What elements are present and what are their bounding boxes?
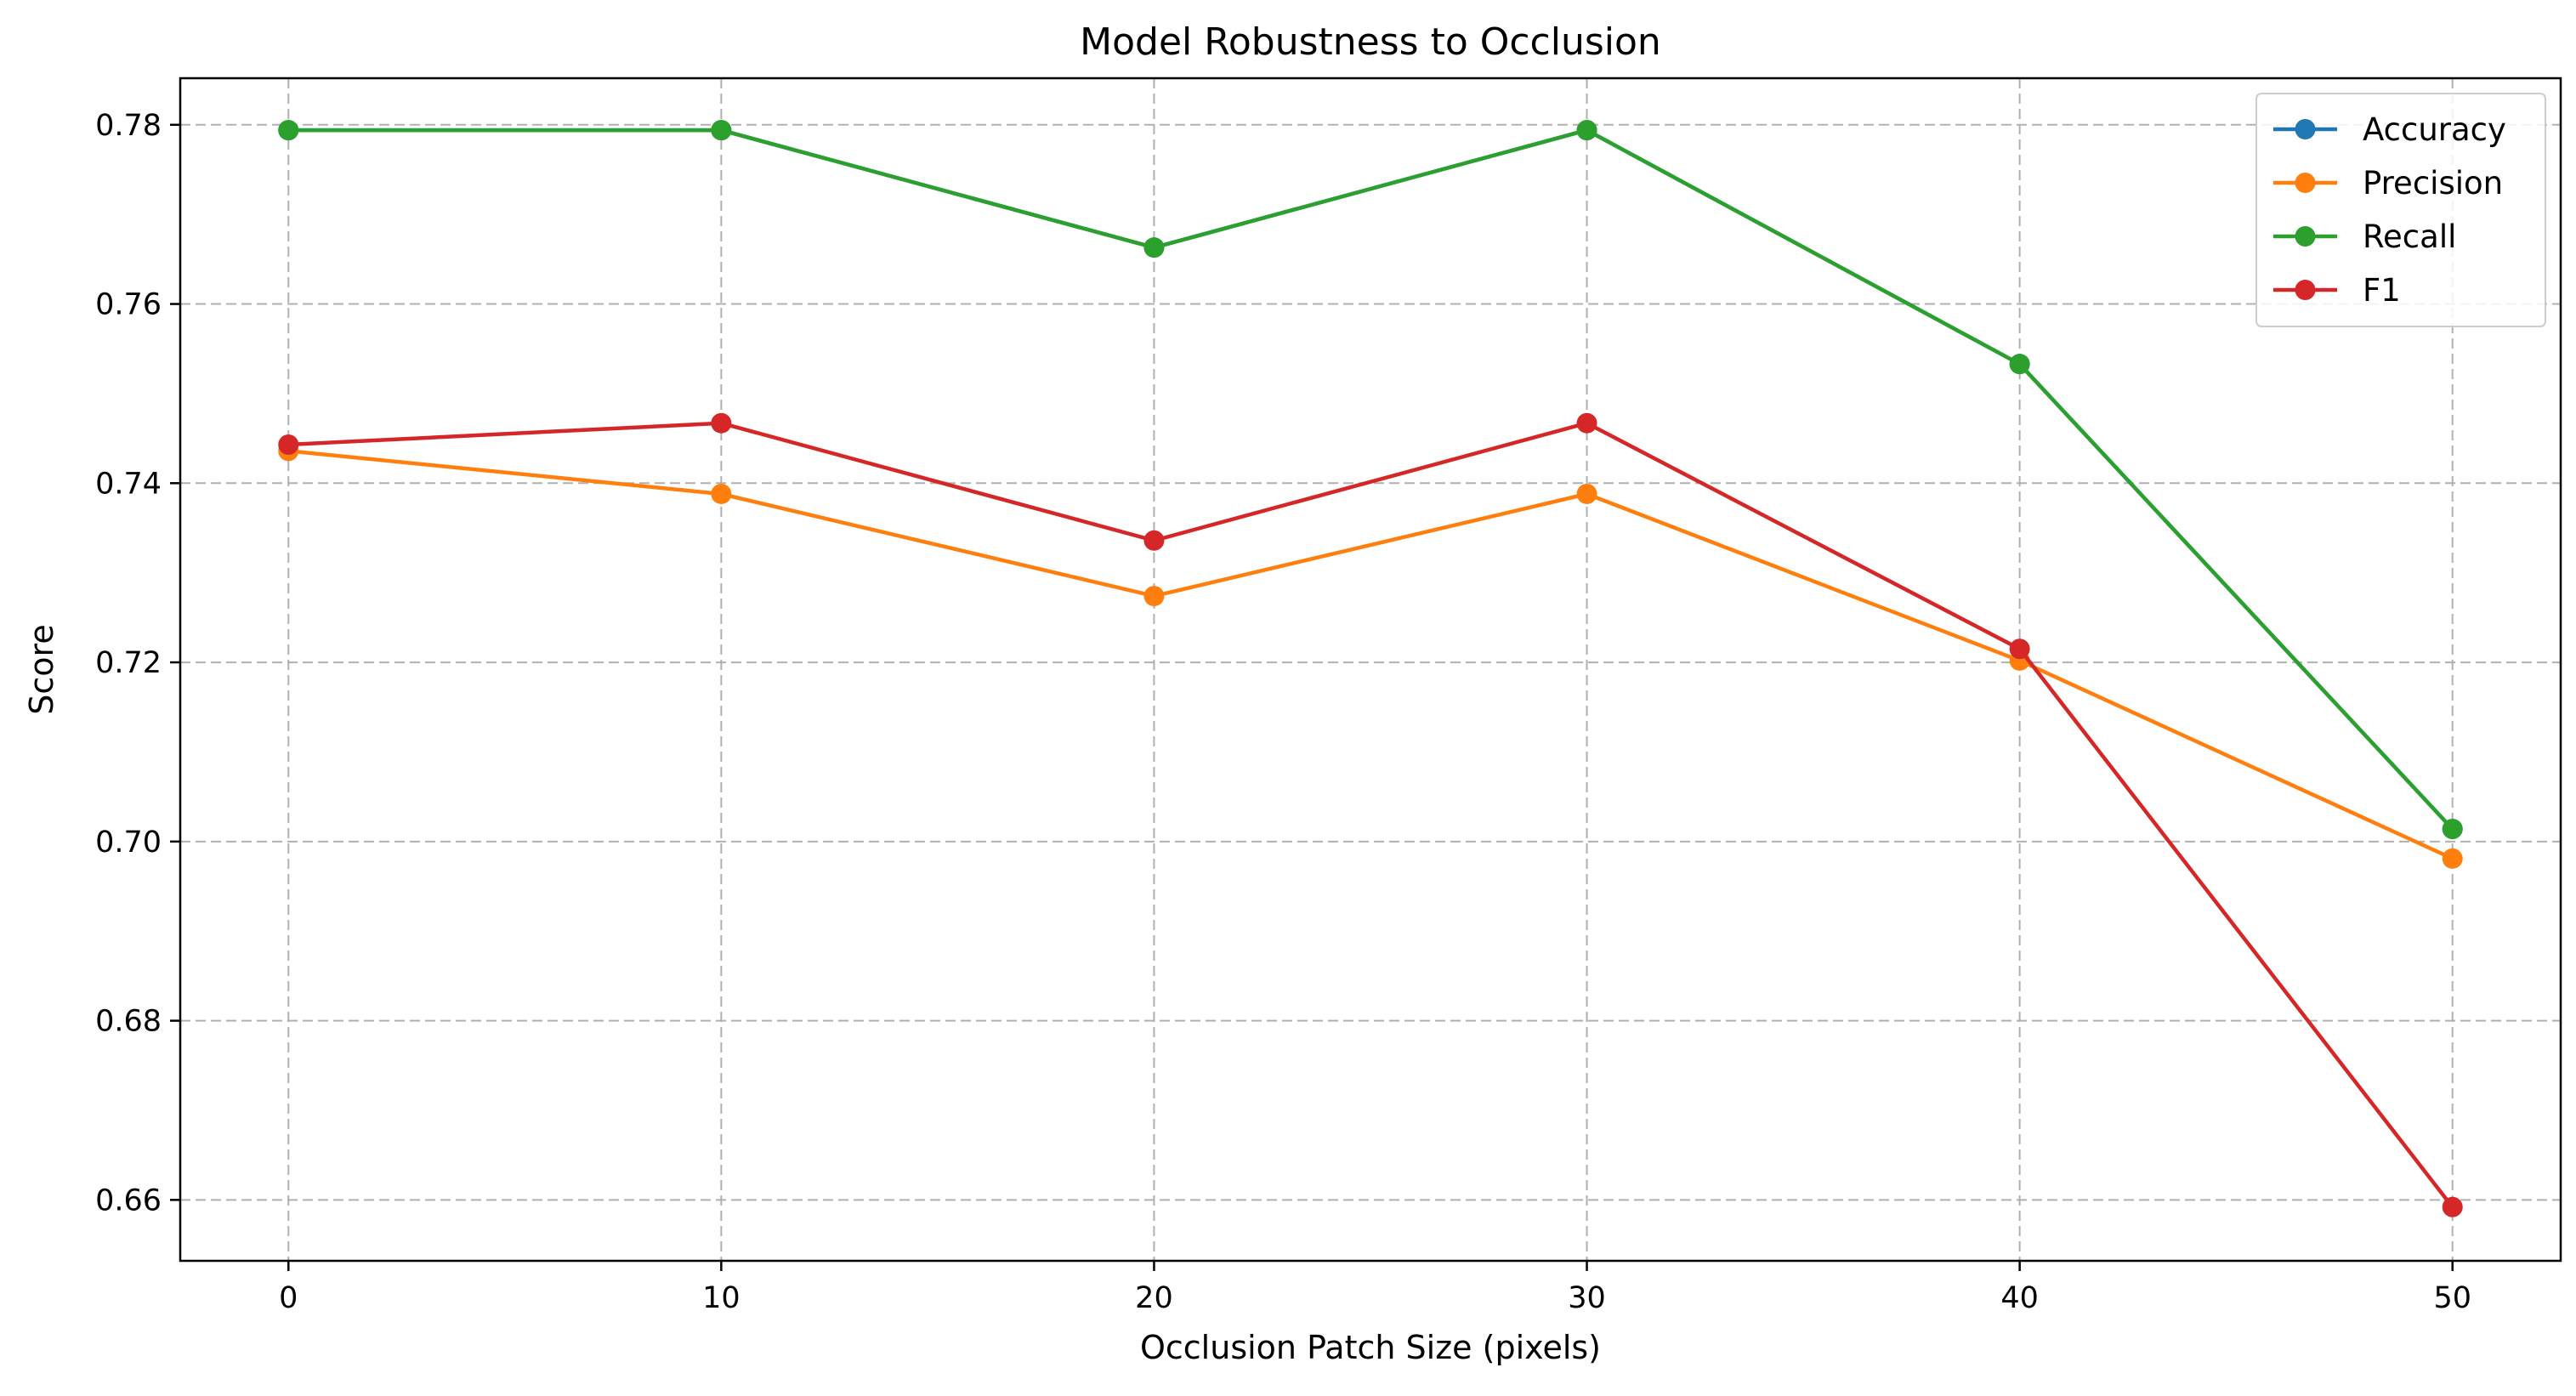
y-axis: 0.66 0.68 0.70 0.72 0.74 0.76 0.78 (95, 109, 180, 1217)
y-tick-label: 0.68 (95, 1005, 162, 1039)
data-point-recall (1143, 237, 1165, 258)
data-point-f1 (1143, 530, 1165, 551)
x-tick-label: 50 (2433, 1281, 2471, 1315)
legend-marker-f1 (2295, 280, 2316, 300)
y-tick-label: 0.78 (95, 109, 162, 143)
series-precision (278, 440, 2463, 869)
x-tick-label: 40 (2000, 1281, 2039, 1315)
y-tick-label: 0.76 (95, 288, 162, 322)
x-axis-label: Occlusion Patch Size (pixels) (1140, 1329, 1601, 1366)
data-point-precision (1143, 586, 1165, 607)
series-recall (278, 120, 2463, 840)
data-point-precision (2442, 848, 2463, 869)
data-point-precision (1576, 483, 1597, 504)
data-point-recall (1576, 120, 1597, 141)
x-tick-label: 10 (702, 1281, 740, 1315)
x-tick-label: 30 (1568, 1281, 1606, 1315)
x-tick-label: 20 (1135, 1281, 1173, 1315)
x-axis: 0 10 20 30 40 50 (279, 1261, 2471, 1315)
legend-label-precision: Precision (2363, 165, 2503, 201)
data-point-precision (711, 483, 732, 504)
series-line-recall (288, 128, 2454, 831)
y-axis-label: Score (23, 624, 60, 714)
legend-item-recall: Recall (2273, 218, 2456, 255)
data-point-recall (278, 120, 299, 141)
chart-title: Model Robustness to Occlusion (1080, 20, 1661, 64)
y-tick-label: 0.70 (95, 826, 162, 860)
y-tick-label: 0.72 (95, 646, 162, 680)
legend-label-accuracy: Accuracy (2363, 111, 2506, 148)
legend-label-recall: Recall (2363, 218, 2456, 255)
series-f1 (278, 412, 2463, 1217)
plot-frame (179, 77, 2562, 1263)
legend: Accuracy Precision Recall F1 (2255, 93, 2546, 327)
series-line-precision (288, 449, 2454, 860)
grid (180, 78, 2561, 1261)
x-tick-label: 0 (279, 1281, 298, 1315)
data-point-f1 (2009, 638, 2030, 660)
legend-item-f1: F1 (2273, 272, 2401, 309)
legend-box (2255, 93, 2546, 327)
y-tick-label: 0.74 (95, 467, 162, 501)
data-point-recall (2442, 819, 2463, 840)
legend-item-accuracy: Accuracy (2273, 111, 2506, 148)
legend-marker-precision (2295, 173, 2316, 193)
series-line-f1 (288, 421, 2454, 1209)
legend-marker-recall (2295, 226, 2316, 247)
data-point-f1 (2442, 1196, 2463, 1217)
y-tick-label: 0.66 (95, 1183, 162, 1217)
legend-item-precision: Precision (2273, 165, 2503, 201)
legend-label-f1: F1 (2363, 272, 2401, 309)
data-point-f1 (1576, 412, 1597, 434)
data-point-f1 (278, 434, 299, 455)
series-layer (278, 120, 2463, 1217)
data-point-recall (711, 120, 732, 141)
legend-marker-accuracy (2295, 119, 2316, 139)
data-point-f1 (711, 412, 732, 434)
data-point-recall (2009, 354, 2030, 375)
